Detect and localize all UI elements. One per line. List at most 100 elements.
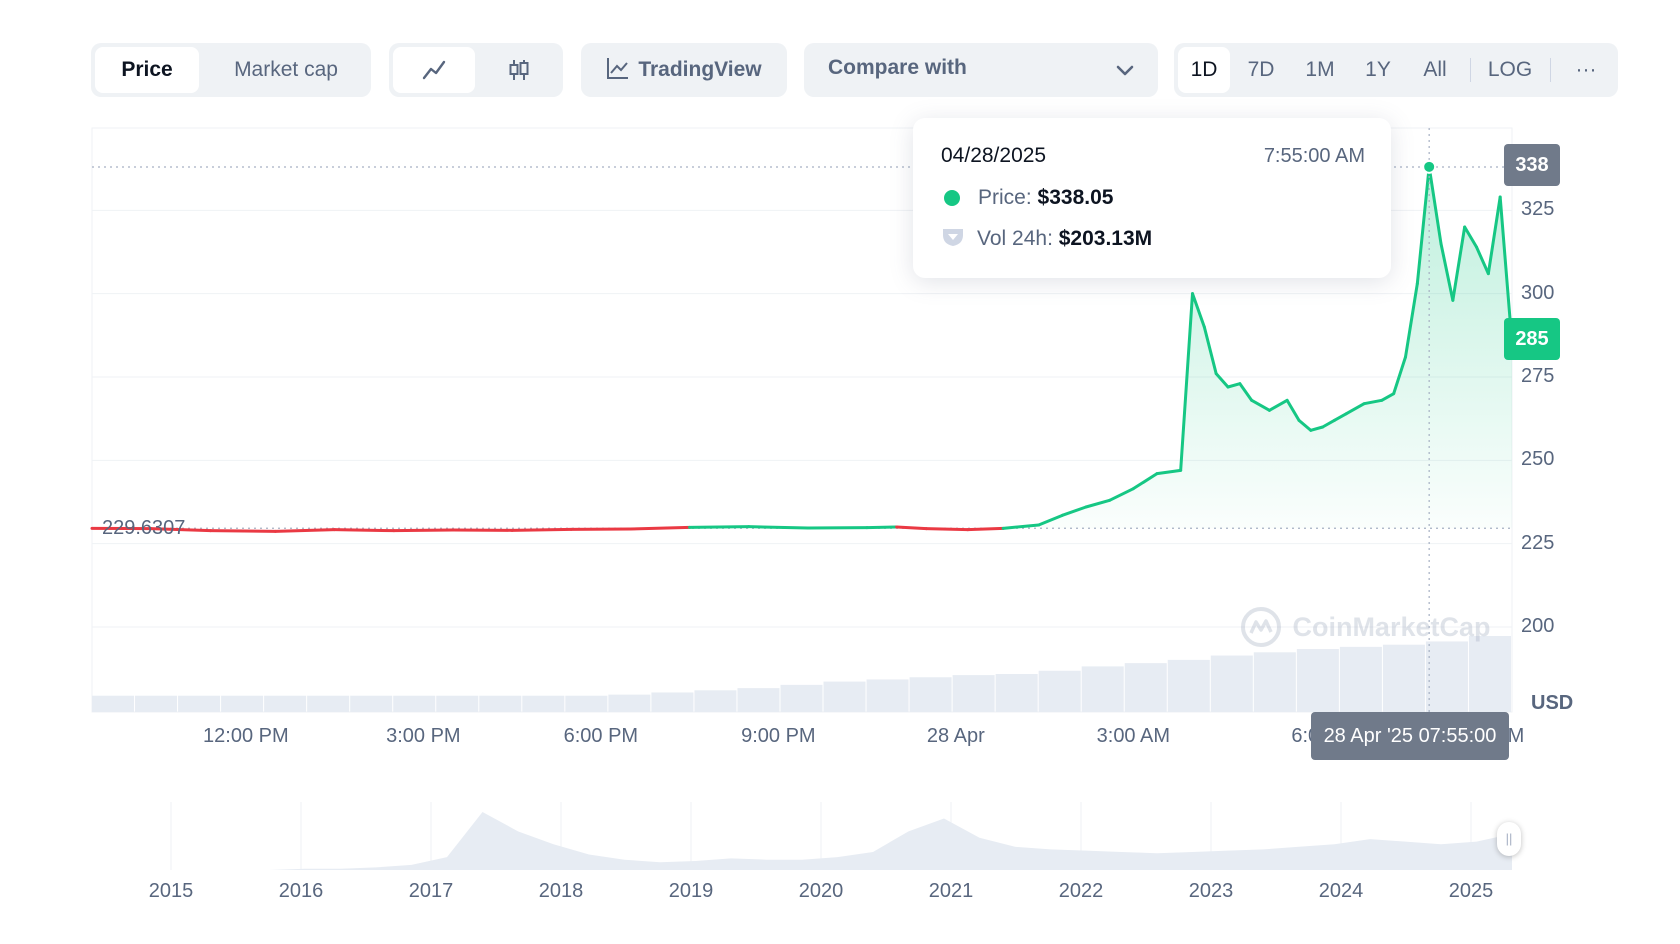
navigator-year-label: 2018	[538, 880, 584, 902]
x-tick-label: 12:00 PM	[203, 725, 289, 747]
price-line-segment	[1309, 425, 1325, 432]
tradingview-button[interactable]: TradingView	[581, 43, 787, 97]
navigator-year-label: 2024	[1318, 880, 1364, 902]
navigator-year-label: 2022	[1058, 880, 1104, 902]
navigator-year-label: 2020	[798, 880, 844, 902]
watermark-text: CoinMarketCap	[1292, 611, 1491, 642]
price-line-segment	[1380, 392, 1396, 402]
navigator-history-area	[92, 812, 1512, 870]
volume-bar	[1210, 655, 1253, 712]
volume-bar	[522, 695, 565, 712]
chevron-down-icon	[1116, 65, 1134, 76]
price-line-segment	[1321, 418, 1336, 429]
volume-bar	[436, 695, 479, 712]
price-line-segment	[1131, 472, 1159, 491]
price-line-segment	[924, 527, 970, 532]
price-line-segment	[333, 528, 396, 533]
navigator-year-label: 2025	[1448, 880, 1494, 902]
tooltip-price-label: Price:	[978, 186, 1032, 209]
tooltip-volume-row: Vol 24h: $203.13M	[941, 226, 1152, 251]
volume-bar	[264, 695, 307, 712]
price-line-segment	[1362, 398, 1384, 406]
volume-bar	[1339, 646, 1382, 712]
log-toggle[interactable]: LOG	[1487, 58, 1533, 81]
price-line-segment	[1404, 282, 1419, 359]
price-line-segment	[1486, 195, 1502, 276]
volume-bar	[651, 692, 694, 712]
tooltip-price-row: Price: $338.05	[941, 186, 1113, 210]
range-7d[interactable]: 7D	[1247, 58, 1275, 81]
price-line-segment	[149, 527, 212, 533]
price-line-segment	[1285, 398, 1301, 422]
y-tick-label: 250	[1521, 448, 1555, 471]
volume-bar	[393, 695, 436, 712]
price-area	[1038, 166, 1512, 529]
price-tooltip: 04/28/2025 7:55:00 AM Price: $338.05 Vol…	[913, 118, 1391, 278]
currency-label: USD	[1531, 692, 1574, 714]
candlestick-chart-button[interactable]	[479, 47, 559, 93]
price-line-segment	[510, 527, 573, 532]
range-all[interactable]: All	[1423, 58, 1447, 81]
price-line-segment	[747, 525, 810, 530]
y-tick-label: 225	[1521, 531, 1555, 554]
tooltip-price-value: $338.05	[1037, 186, 1114, 209]
price-line-segment	[1191, 292, 1206, 329]
current-price-badge: 285	[1504, 318, 1560, 360]
volume-bar	[350, 695, 393, 712]
volume-bar	[221, 695, 264, 712]
price-line-segment	[865, 525, 899, 530]
tab-market-cap[interactable]: Market cap	[234, 58, 338, 81]
range-1d[interactable]: 1D	[1178, 47, 1230, 93]
volume-bar	[1425, 641, 1468, 712]
volume-bar	[1253, 652, 1296, 712]
volume-bar	[135, 695, 178, 712]
price-line-segment	[628, 525, 692, 531]
compare-with-dropdown[interactable]: Compare with	[804, 43, 1158, 97]
price-line-segment	[1155, 468, 1183, 476]
price-line-segment	[1439, 242, 1455, 302]
chart-type-toggle	[389, 43, 563, 97]
line-chart-button[interactable]	[393, 47, 475, 93]
line-chart-icon	[422, 60, 446, 80]
crosshair-time-label: 28 Apr '25 07:55:00	[1311, 712, 1509, 760]
price-line-segment	[966, 526, 1005, 532]
navigator-handle[interactable]: ||	[1497, 822, 1521, 856]
price-line-segment	[1179, 292, 1194, 472]
volume-bar	[737, 688, 780, 712]
price-line-segment	[688, 525, 751, 529]
range-divider-2	[1550, 58, 1551, 82]
tooltip-time: 7:55:00 AM	[1263, 145, 1365, 167]
navigator-year-label: 2016	[278, 880, 324, 902]
volume-bar	[694, 690, 737, 712]
price-line-segment	[1463, 225, 1478, 249]
navigator-year-label: 2021	[928, 880, 974, 902]
price-line-segment	[1250, 398, 1271, 412]
navigator-year-label: 2015	[148, 880, 194, 902]
x-tick-label: 3:00 PM	[386, 725, 461, 747]
range-1m[interactable]: 1M	[1305, 58, 1335, 81]
volume-bar	[178, 695, 221, 712]
compare-label: Compare with	[828, 56, 967, 79]
volume-bar	[1382, 644, 1425, 712]
price-line-segment	[1202, 325, 1218, 376]
price-line-segment	[1226, 382, 1242, 389]
x-tick-label: 28 Apr	[926, 725, 985, 747]
y-tick-label: 200	[1521, 615, 1555, 637]
green-dot-icon	[944, 190, 960, 206]
range-1y[interactable]: 1Y	[1365, 58, 1391, 81]
candlestick-icon	[509, 60, 529, 80]
tooltip-vol-value: $203.13M	[1058, 227, 1153, 250]
volume-bar	[608, 694, 651, 712]
volume-bar	[780, 684, 823, 712]
tab-price[interactable]: Price	[95, 47, 199, 93]
volume-bar	[952, 675, 995, 712]
price-line-segment	[1451, 225, 1467, 302]
volume-bar	[995, 674, 1038, 712]
price-line-segment	[1037, 513, 1064, 527]
y-tick-label: 300	[1521, 281, 1555, 304]
price-marketcap-toggle: Price Market cap	[91, 43, 371, 97]
price-line-segment	[1427, 165, 1443, 246]
open-price-label: 229.6307	[102, 517, 186, 539]
more-options-button[interactable]: ···	[1575, 58, 1597, 81]
